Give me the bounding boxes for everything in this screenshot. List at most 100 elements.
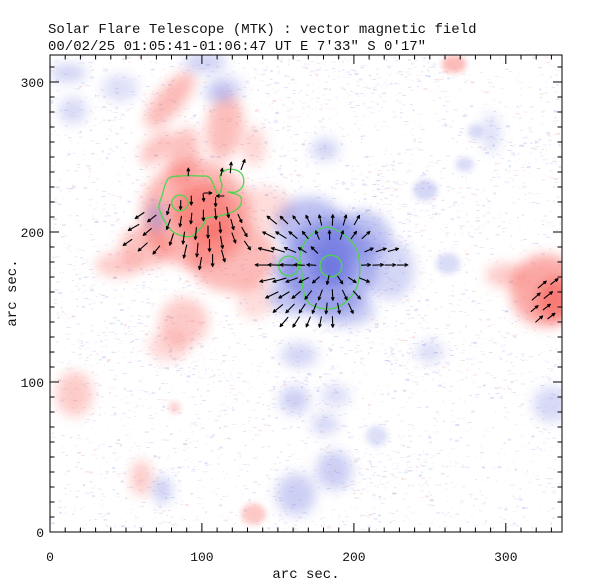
field-blob-negative <box>533 386 562 423</box>
field-blob-negative <box>153 476 172 504</box>
field-vector <box>215 194 225 198</box>
field-vector <box>314 230 320 240</box>
field-vector <box>350 230 358 240</box>
field-blob-positive <box>168 401 181 414</box>
field-blob-negative <box>311 139 339 160</box>
field-vector <box>304 290 313 300</box>
field-blob-negative <box>212 76 243 100</box>
field-vector <box>275 231 287 239</box>
field-vector <box>311 303 317 314</box>
field-vector <box>213 196 218 208</box>
field-vector <box>265 291 279 299</box>
field-vector <box>348 303 354 314</box>
field-vector <box>550 278 559 285</box>
field-vector <box>168 233 174 246</box>
field-vector <box>537 280 547 289</box>
field-blob-negative <box>183 55 227 73</box>
field-blob-negative <box>274 197 345 255</box>
field-vector <box>181 231 186 245</box>
title: Solar Flare Telescope (MTK) : vector mag… <box>48 22 476 38</box>
field-blob-negative <box>279 386 310 414</box>
field-blob-negative <box>59 97 87 124</box>
field-vector <box>210 253 215 268</box>
vector-layer <box>122 158 559 328</box>
field-vector <box>127 223 140 232</box>
field-blob-negative <box>366 425 388 447</box>
x-tick-label: 0 <box>46 550 54 565</box>
y-axis-label: arc sec. <box>5 259 21 326</box>
field-vector <box>220 167 224 177</box>
field-vector <box>203 191 213 195</box>
field-vector <box>279 316 289 328</box>
field-blob-positive <box>130 460 152 496</box>
field-vector <box>372 263 384 267</box>
field-vector <box>189 195 194 206</box>
x-tick-label: 200 <box>342 550 365 565</box>
field-vector <box>142 228 152 236</box>
y-tick-label: 300 <box>21 76 44 91</box>
field-vector <box>318 214 323 226</box>
field-blob-negative <box>315 451 353 490</box>
field-blob-negative <box>413 179 438 201</box>
field-vector <box>327 229 332 241</box>
field-contour-red-inner <box>171 194 189 212</box>
field-vector <box>347 276 357 284</box>
field-vector <box>318 316 322 328</box>
field-vector <box>530 305 539 312</box>
field-vector <box>278 291 290 299</box>
field-vector <box>221 249 226 263</box>
field-contour-blue-inner <box>319 254 343 278</box>
field-vector <box>330 289 335 301</box>
plot-frame <box>49 54 563 533</box>
field-vector <box>272 277 287 283</box>
field-vector <box>291 291 301 299</box>
axes-layer: 0 100 200 300 0 100 200 300 <box>21 54 563 565</box>
field-blob-positive <box>486 263 526 288</box>
y-tick-label: 200 <box>21 226 44 241</box>
field-vector <box>543 291 554 299</box>
field-vector <box>266 215 278 225</box>
field-vector <box>231 232 237 244</box>
x-tick-label: 100 <box>190 550 213 565</box>
field-vector <box>207 238 212 253</box>
field-blob-negative <box>366 239 415 300</box>
field-vector <box>330 316 335 328</box>
field-vector <box>353 214 361 226</box>
field-vector <box>337 275 344 285</box>
field-vector <box>293 263 305 267</box>
field-vector <box>305 214 312 226</box>
field-vector <box>198 257 203 270</box>
subtitle: 00/02/25 01:05:41-01:06:47 UT E 7'33" S … <box>48 39 426 55</box>
field-blob-negative <box>455 157 474 172</box>
field-blob-negative <box>435 253 461 274</box>
field-vector <box>267 263 283 267</box>
field-vector <box>352 290 361 300</box>
field-blob-negative <box>281 343 318 367</box>
field-vector <box>229 161 233 174</box>
field-vector <box>226 206 231 219</box>
field-vector <box>330 214 335 226</box>
field-vector <box>152 245 161 255</box>
field-blob-positive <box>236 280 274 319</box>
field-vector <box>270 247 285 253</box>
field-vector <box>220 236 225 249</box>
field-vector <box>292 215 300 225</box>
field-vector <box>237 213 243 224</box>
field-vector <box>279 263 295 267</box>
field-vector <box>301 230 309 240</box>
field-vector <box>285 277 298 283</box>
field-vector <box>288 231 298 239</box>
field-vector <box>297 247 307 253</box>
field-blob-negative <box>101 74 139 102</box>
field-vector <box>201 209 206 222</box>
field-vector <box>285 303 295 314</box>
field-vector <box>182 244 188 259</box>
field-vector <box>189 212 193 225</box>
y-tick-label: 0 <box>36 526 44 541</box>
field-vector <box>240 158 246 171</box>
field-blob-positive <box>95 253 142 277</box>
field-vector <box>547 312 556 320</box>
field-vector <box>165 218 171 231</box>
